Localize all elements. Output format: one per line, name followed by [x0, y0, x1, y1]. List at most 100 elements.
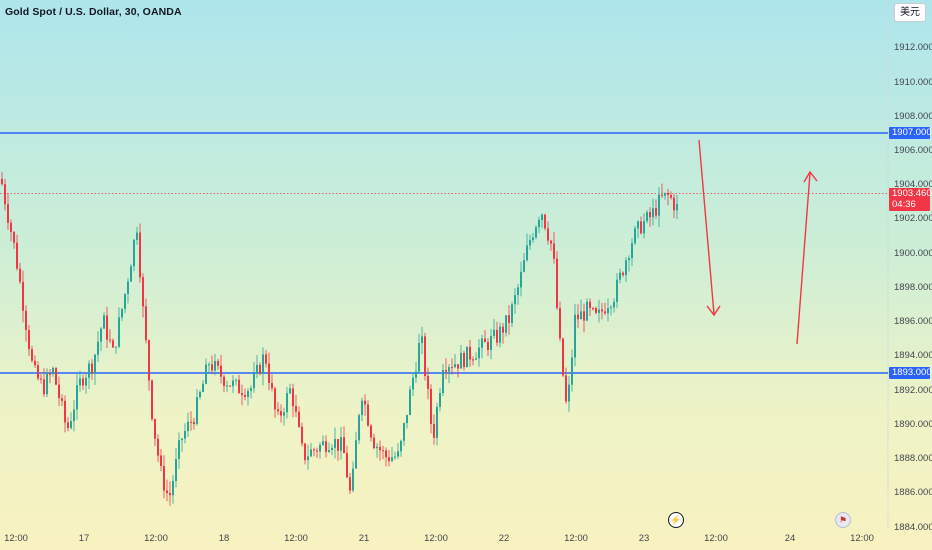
candle-body [67, 422, 69, 429]
candle-body [475, 358, 477, 360]
candle-body [388, 457, 390, 462]
candle-body [412, 377, 414, 390]
candle-body [661, 194, 663, 196]
candle-body [292, 388, 294, 407]
candle-body [145, 306, 147, 341]
lightning-icon[interactable]: ⚡ [668, 512, 684, 528]
candle-body [421, 336, 423, 344]
candle-body [610, 307, 612, 309]
time-label: 22 [498, 533, 510, 544]
candle-body [364, 400, 366, 405]
candle-body [520, 271, 522, 288]
time-label: 21 [358, 533, 370, 544]
price-label: 1910.000 [894, 77, 932, 88]
candle-body [100, 328, 102, 342]
candle-body [580, 311, 582, 320]
candle-body [298, 411, 300, 427]
candle-body [427, 375, 429, 389]
candle-body [637, 221, 639, 229]
candle-body [553, 243, 555, 259]
candle-body [127, 281, 129, 294]
candle-body [319, 444, 321, 452]
candle-body [238, 379, 240, 394]
candle-body [46, 373, 48, 395]
time-label: 18 [218, 533, 230, 544]
currency-button[interactable]: 美元 [894, 3, 926, 22]
candle-body [166, 490, 168, 493]
candle-body [526, 245, 528, 261]
candle-body [130, 266, 132, 282]
candle-body [295, 406, 297, 412]
candle-body [37, 365, 39, 379]
candle-body [265, 354, 267, 364]
candle-body [31, 349, 33, 361]
candle-body [289, 388, 291, 394]
candle-body [85, 377, 87, 386]
candle-body [643, 221, 645, 234]
candle-body [40, 378, 42, 380]
candle-body [568, 384, 570, 402]
time-label: 12:00 [284, 533, 308, 544]
candle-body [541, 214, 543, 220]
candle-body [445, 369, 447, 372]
price-label: 1912.000 [894, 42, 932, 53]
candle-body [346, 453, 348, 478]
candle-body [616, 279, 618, 302]
candle-body [220, 365, 222, 377]
candle-body [268, 363, 270, 383]
candle-body [370, 425, 372, 438]
candle-body [64, 400, 66, 423]
candle-body [22, 281, 24, 311]
candle-body [118, 317, 120, 347]
candle-body [565, 375, 567, 402]
down-arrow [698, 139, 721, 317]
symbol-title[interactable]: Gold Spot / U.S. Dollar, 30, OANDA [5, 6, 182, 18]
last-price-value: 1903.460 [892, 188, 932, 199]
resistance-price-tag[interactable]: 1907.000 [889, 127, 932, 139]
candle-body [13, 231, 15, 243]
candle-body [583, 311, 585, 321]
candle-body [631, 243, 633, 259]
candle-body [214, 361, 216, 371]
candle-body [172, 480, 174, 496]
up-arrow [796, 170, 818, 345]
candle-body [232, 380, 234, 387]
us-flag-icon[interactable]: ⚑ [835, 512, 851, 528]
candle-body [625, 260, 627, 276]
candle-body [463, 352, 465, 368]
candle-body [340, 437, 342, 451]
candle-body [538, 219, 540, 228]
candle-body [382, 450, 384, 452]
candle-body [664, 192, 666, 196]
candle-body [226, 385, 228, 387]
candle-body [199, 391, 201, 398]
candle-body [571, 357, 573, 385]
candle-body [544, 214, 546, 229]
candle-body [391, 457, 393, 462]
candle-body [466, 346, 468, 368]
candle-body [409, 389, 411, 415]
candle-body [52, 367, 54, 375]
support-price-tag[interactable]: 1893.000 [889, 367, 932, 379]
candle-body [343, 437, 345, 454]
time-label: 12:00 [704, 533, 728, 544]
candle-body [139, 232, 141, 278]
candle-body [505, 315, 507, 333]
candle-body [517, 287, 519, 296]
candle-body [109, 339, 111, 341]
candle-body [442, 369, 444, 394]
candle-body [160, 455, 162, 467]
candle-body [190, 421, 192, 423]
candle-body [658, 194, 660, 216]
last-price-tag[interactable]: 1903.460 04:36 [889, 188, 932, 211]
candle-body [10, 222, 12, 232]
price-label: 1892.000 [894, 385, 932, 396]
time-label: 23 [638, 533, 650, 544]
candle-body [508, 315, 510, 323]
candle-body [454, 364, 456, 368]
price-label: 1904.000 [894, 179, 932, 190]
candle-body [256, 364, 258, 374]
candle-body [313, 449, 315, 451]
